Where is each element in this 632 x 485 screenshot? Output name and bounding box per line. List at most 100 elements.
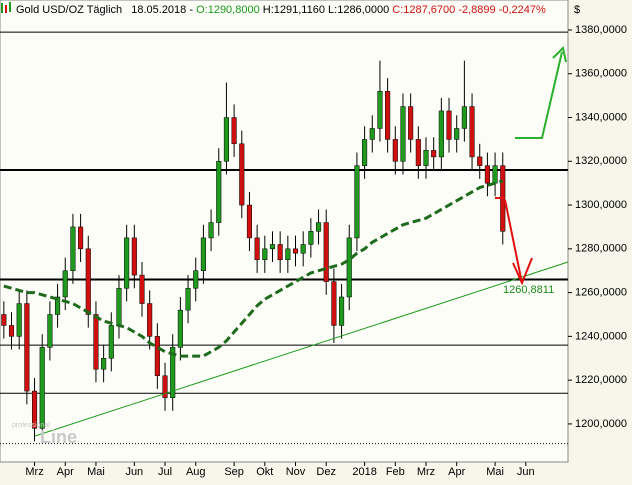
candle-body <box>408 106 414 140</box>
y-tick-label: 1300,0000 <box>575 199 627 211</box>
currency: $ <box>574 4 580 16</box>
candle-body <box>108 325 114 359</box>
x-tick-label: Apr <box>57 466 74 478</box>
candle-body <box>461 106 467 129</box>
candle-body <box>24 303 30 392</box>
candle-body <box>369 128 375 140</box>
candle-body <box>147 303 153 337</box>
x-tick-label: Sep <box>224 466 244 478</box>
date: 18.05.2018 <box>131 4 186 16</box>
watermark: Line <box>40 427 77 447</box>
candle-body <box>8 325 15 337</box>
candle-body <box>78 226 84 250</box>
target-label: 1260,8811 <box>503 284 554 296</box>
candle-body <box>431 150 437 158</box>
watermark: professional <box>12 422 50 429</box>
candle-body <box>70 226 76 271</box>
y-tick-label: 1340,0000 <box>575 111 627 123</box>
candle-body <box>308 231 314 245</box>
candle-body <box>292 248 299 254</box>
candle-body <box>131 237 137 276</box>
candle-body <box>93 314 99 370</box>
candle-body <box>446 110 452 140</box>
down-arrow <box>504 199 523 284</box>
candle-body <box>39 347 45 429</box>
candle-body <box>154 336 160 377</box>
candle-body <box>200 237 206 271</box>
x-tick-label: Mrz <box>417 466 435 478</box>
y-tick-label: 1360,0000 <box>575 68 627 80</box>
candle-body <box>231 117 237 145</box>
candle-body <box>415 139 421 166</box>
candle-body <box>47 314 53 348</box>
candle-body <box>31 390 38 429</box>
candle-body <box>385 91 391 140</box>
low: L:1286,0000 <box>328 4 389 16</box>
x-tick-label: Dez <box>316 466 336 478</box>
y-tick-label: 1280,0000 <box>575 243 627 255</box>
change-pct: -0,2247% <box>499 4 546 16</box>
candle-body <box>85 248 91 315</box>
candle-body <box>254 237 260 261</box>
x-tick-label: Jun <box>517 466 535 478</box>
candle-body <box>469 106 475 158</box>
y-tick-label: 1260,0000 <box>575 287 627 299</box>
candle-body <box>323 222 329 282</box>
icon <box>1 3 3 13</box>
candle-body <box>484 165 490 184</box>
icon <box>5 5 7 13</box>
candle-body <box>354 165 360 239</box>
x-tick-label: Mai <box>486 466 504 478</box>
candle-body <box>346 237 352 298</box>
candle-body <box>277 244 283 261</box>
candle-body <box>124 237 130 289</box>
x-tick-label: Mrz <box>25 466 43 478</box>
candle-body <box>139 274 145 304</box>
candle-body <box>285 248 291 261</box>
candle-body <box>216 161 222 223</box>
instrument: Gold USD/OZ Täglich <box>16 4 122 16</box>
close: C:1287,6700 <box>392 4 455 16</box>
down-arrow-head <box>512 257 533 286</box>
x-tick-label: 2018 <box>352 466 376 478</box>
moving-average <box>3 179 504 358</box>
candle-body <box>454 128 460 140</box>
candle-body <box>193 270 199 289</box>
candle-body <box>377 91 383 129</box>
trendline <box>34 261 569 437</box>
candle-body <box>269 244 276 250</box>
change: -2,8899 <box>458 4 495 16</box>
x-tick-label: Aug <box>186 466 206 478</box>
up-arrow-head <box>552 45 567 63</box>
candle-body <box>55 296 61 315</box>
candle-body <box>339 296 345 326</box>
x-tick-label: Jun <box>125 466 143 478</box>
y-tick-label: 1320,0000 <box>575 155 627 167</box>
candle-body <box>392 139 398 162</box>
candle-body <box>101 358 107 370</box>
candle-body <box>331 281 337 326</box>
candle-body <box>116 287 122 326</box>
y-tick-label: 1380,0000 <box>575 24 627 36</box>
up-arrow <box>515 51 563 139</box>
candle-body <box>208 222 214 239</box>
x-tick-label: Mai <box>87 466 105 478</box>
candle-body <box>185 287 191 311</box>
plot-area <box>0 0 569 463</box>
header: Gold USD/OZ Täglich 18.05.2018 - O:1290,… <box>16 4 546 16</box>
x-tick-label: Jul <box>158 466 172 478</box>
candle-body <box>16 303 22 337</box>
candle-body <box>315 222 322 232</box>
candle-body <box>362 139 368 166</box>
candle-body <box>477 156 483 166</box>
candle-body <box>239 143 245 206</box>
x-tick-label: Apr <box>448 466 465 478</box>
candle-body <box>170 347 176 398</box>
candle-body <box>262 248 268 261</box>
y-tick-label: 1200,0000 <box>575 418 627 430</box>
candle-body <box>223 117 229 162</box>
candle-body <box>438 110 444 158</box>
x-tick-label: Nov <box>286 466 306 478</box>
candle-body <box>423 150 429 166</box>
